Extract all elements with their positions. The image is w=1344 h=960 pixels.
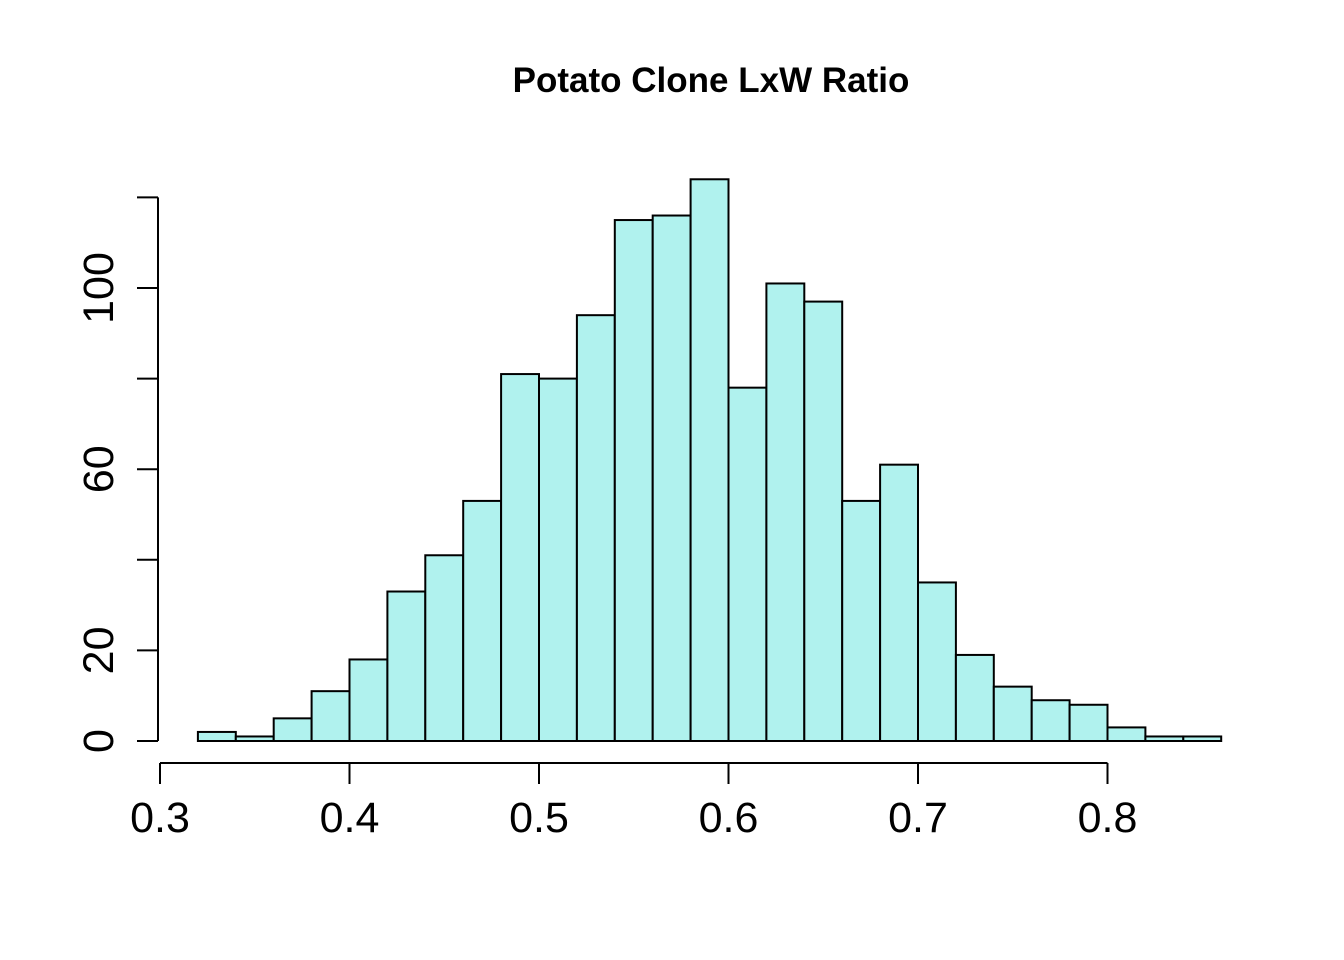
- histogram-bar: [575, 314, 616, 742]
- y-tick-label: 0: [75, 729, 123, 753]
- histogram-bar: [1182, 735, 1223, 742]
- bars-layer: [196, 178, 1223, 743]
- histogram-bar: [272, 717, 313, 742]
- histogram-bar: [651, 214, 692, 742]
- histogram-bar: [765, 282, 806, 742]
- x-axis: 0.3 0.4 0.5 0.6 0.7 0.8: [130, 762, 1138, 842]
- histogram-bar: [500, 373, 541, 742]
- histogram-bar: [803, 300, 844, 742]
- x-tick-label: 0.8: [1078, 794, 1138, 842]
- x-tick-label: 0.4: [320, 794, 380, 842]
- histogram-bar: [310, 690, 351, 742]
- histogram-bar: [917, 581, 957, 743]
- y-tick-label: 60: [75, 445, 123, 493]
- histogram-bar: [196, 730, 237, 743]
- histogram-bar: [689, 178, 730, 742]
- histogram-bar: [1144, 735, 1185, 742]
- histogram-bar: [386, 590, 427, 743]
- y-tick-label: 100: [75, 252, 123, 324]
- histogram-bar: [992, 685, 1033, 743]
- histogram-bar: [1068, 703, 1109, 743]
- x-tick-label: 0.3: [130, 794, 190, 842]
- y-axis: 0 20 60 100: [75, 196, 159, 753]
- histogram-bar: [954, 653, 995, 742]
- histogram-bar: [462, 499, 503, 742]
- chart-title: Potato Clone LxW Ratio: [513, 61, 910, 100]
- histogram-bar: [234, 735, 275, 742]
- histogram-bar: [727, 386, 768, 742]
- histogram-bar: [1106, 726, 1147, 742]
- y-tick-label: 20: [75, 626, 123, 674]
- histogram-bar: [879, 463, 919, 742]
- x-tick-label: 0.5: [509, 794, 569, 842]
- histogram-bar: [1030, 699, 1071, 742]
- x-tick-label: 0.7: [888, 794, 948, 842]
- histogram-bar: [538, 377, 578, 742]
- histogram-bar: [841, 499, 882, 742]
- x-tick-label: 0.6: [699, 794, 759, 842]
- histogram-bar: [348, 658, 389, 743]
- histogram-bar: [613, 219, 654, 743]
- histogram-bar: [424, 554, 465, 743]
